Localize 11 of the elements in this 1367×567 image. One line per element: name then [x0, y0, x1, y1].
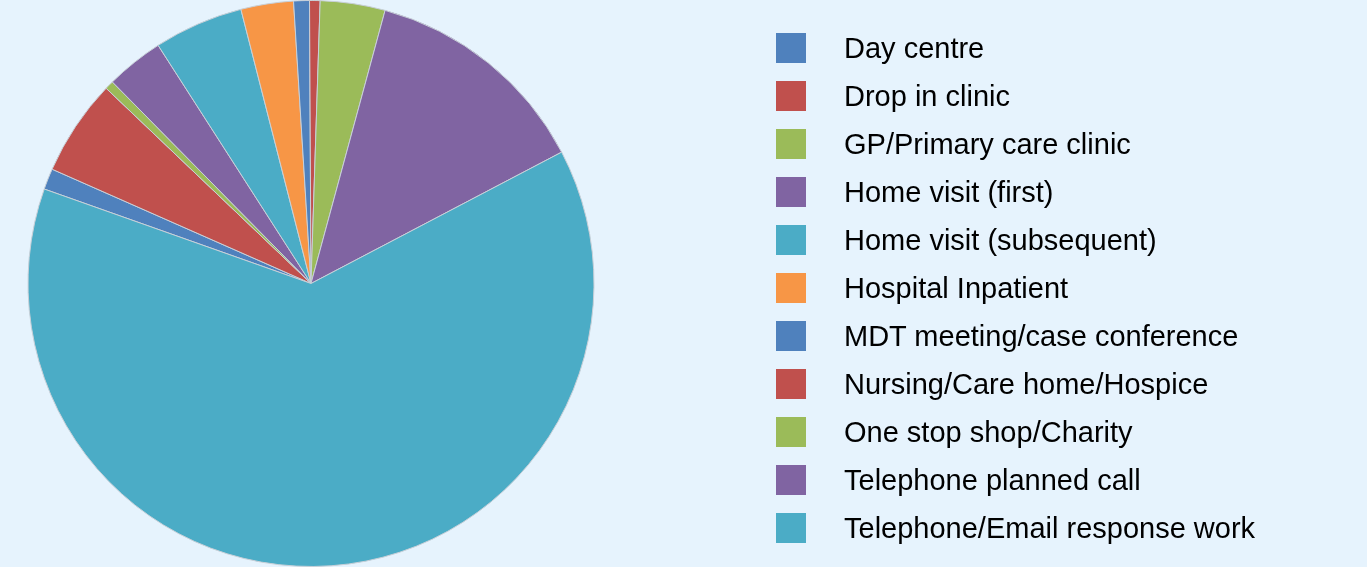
legend-label: Telephone planned call — [844, 463, 1141, 497]
legend-label: Day centre — [844, 31, 985, 65]
legend-label: Home visit (subsequent) — [844, 223, 1157, 257]
legend-label: One stop shop/Charity — [844, 415, 1133, 449]
legend-label: Hospital Inpatient — [844, 271, 1069, 305]
legend-label: GP/Primary care clinic — [844, 127, 1131, 161]
legend-label: Nursing/Care home/Hospice — [844, 367, 1209, 401]
legend-label: Telephone/Email response work — [844, 511, 1256, 545]
legend-label: MDT meeting/case conference — [844, 319, 1239, 353]
legend-label: Drop in clinic — [844, 79, 1010, 113]
legend-label: Home visit (first) — [844, 175, 1054, 209]
